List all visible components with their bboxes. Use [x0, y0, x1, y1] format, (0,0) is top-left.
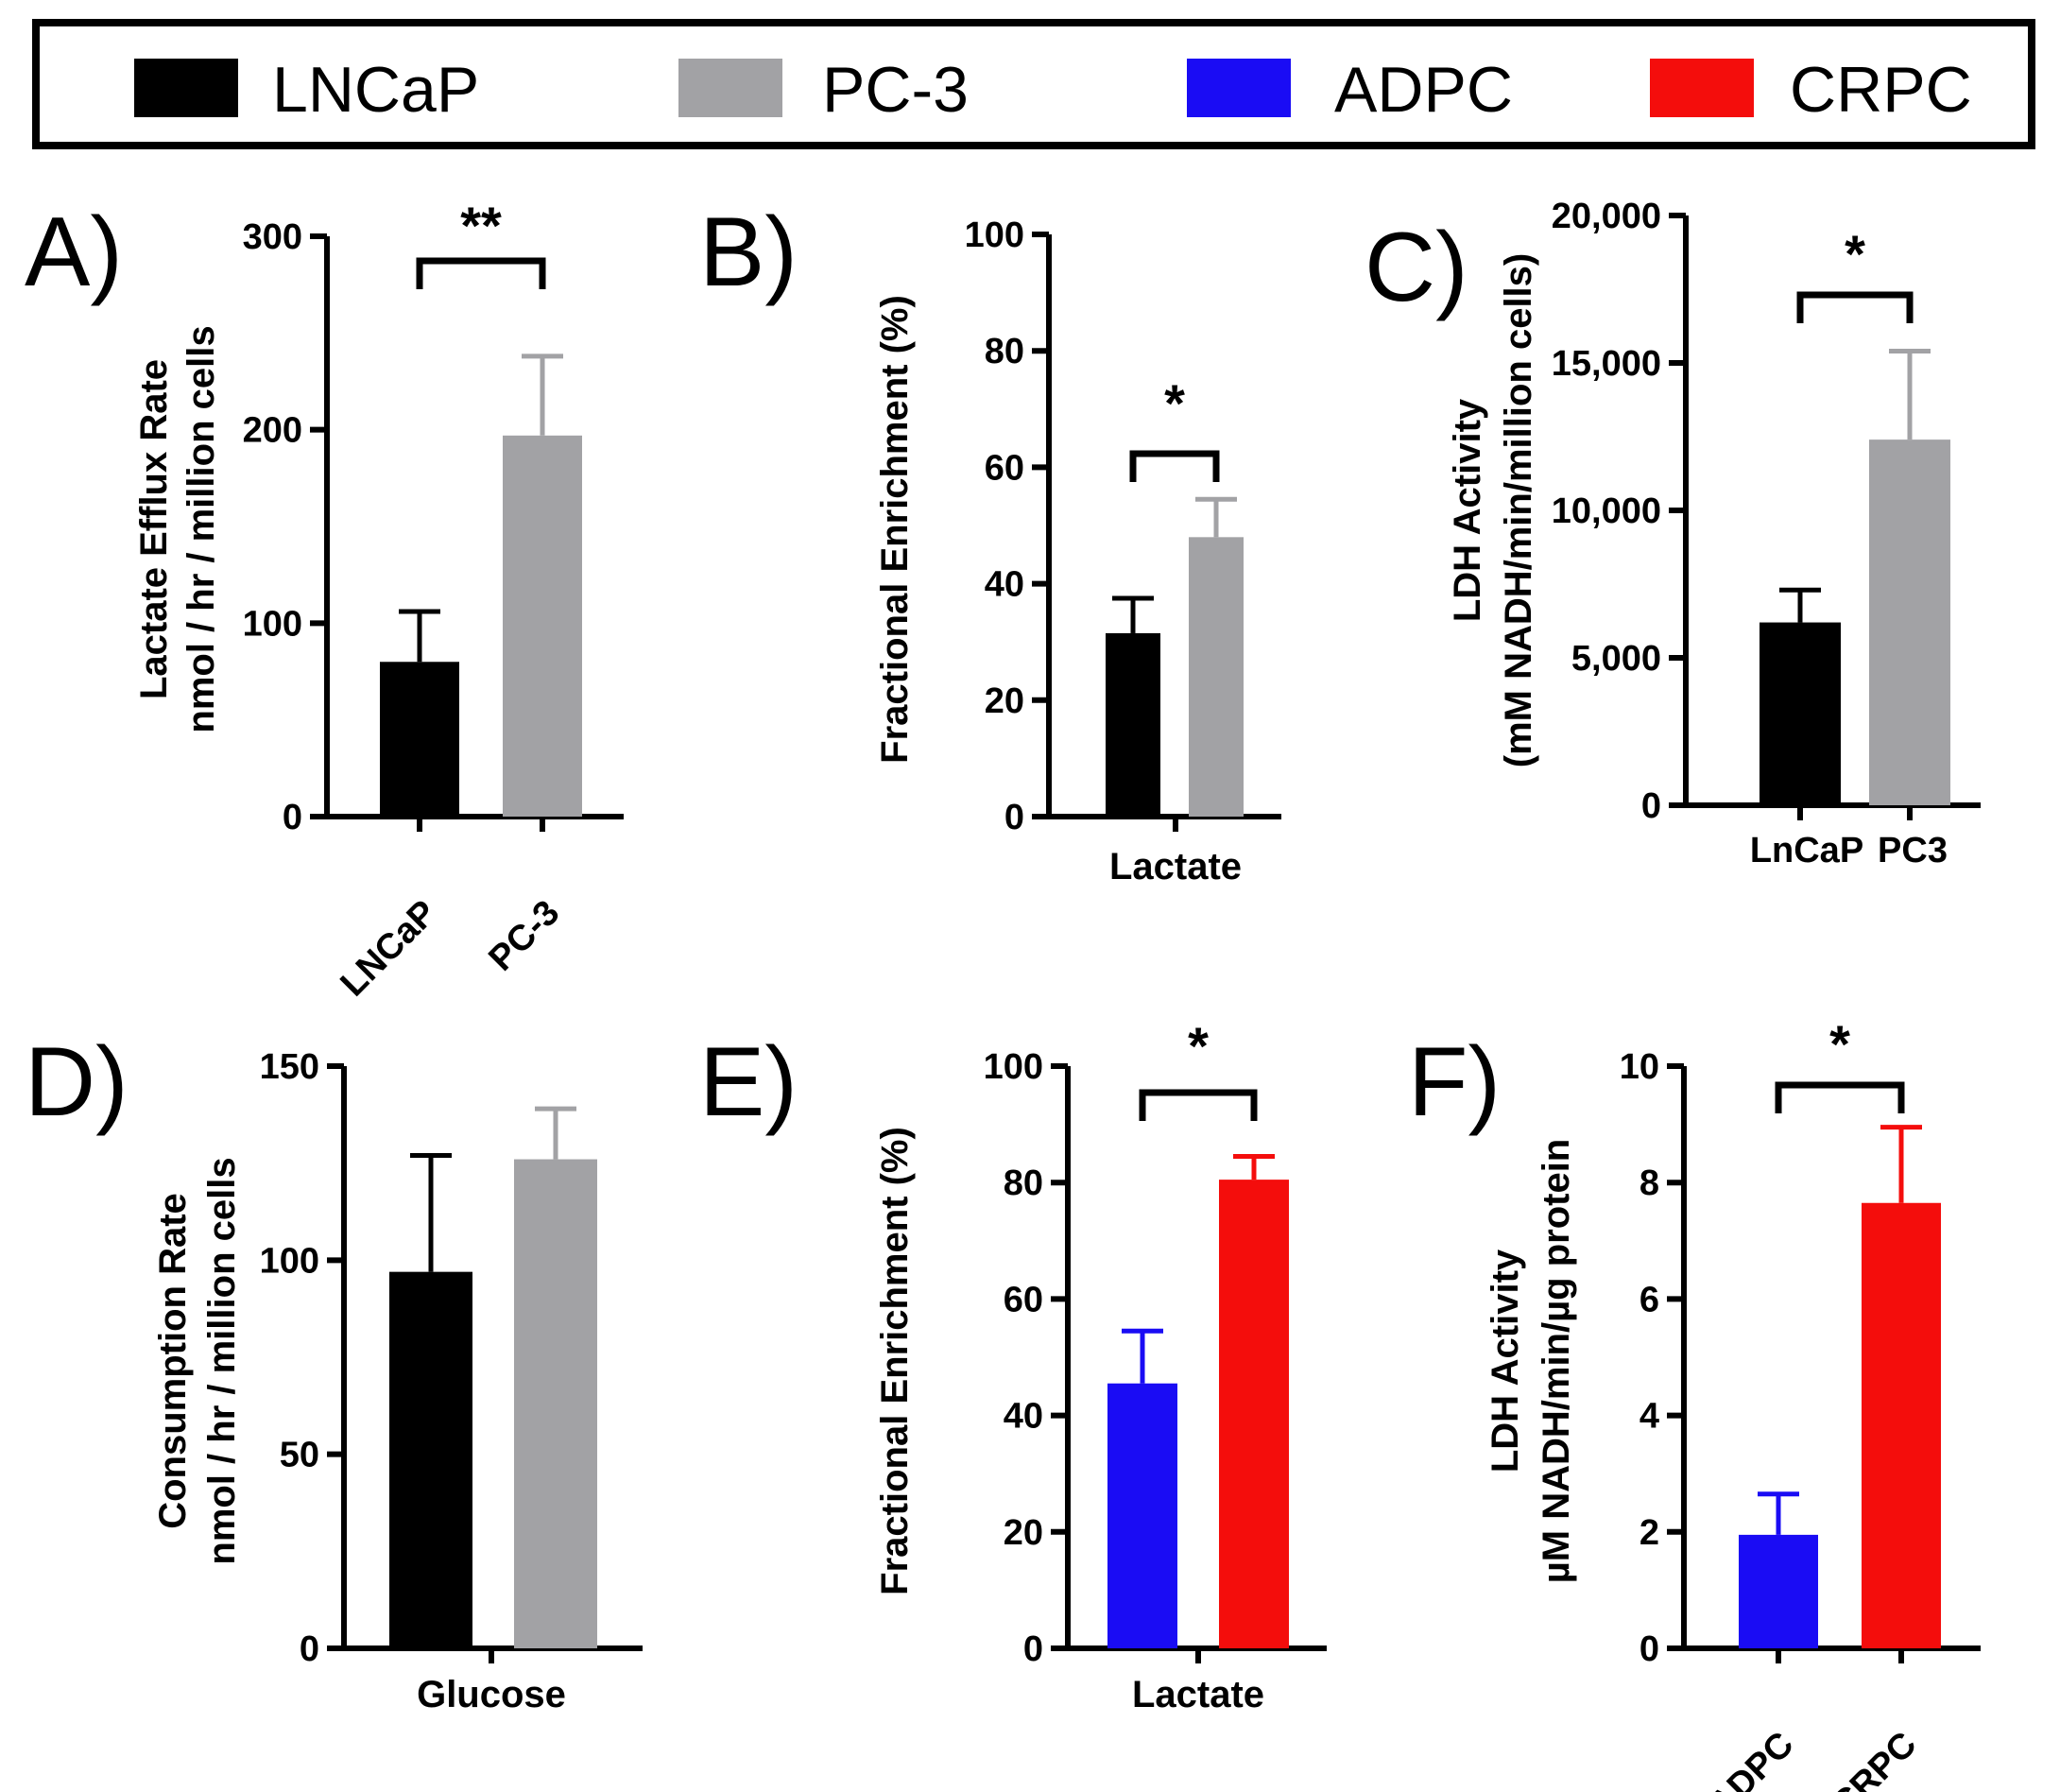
y-tick-label: 300	[243, 217, 302, 257]
legend-label-adpc: ADPC	[1334, 54, 1513, 126]
panel-label: B)	[699, 198, 798, 307]
bar-adpc	[1739, 1534, 1818, 1648]
legend-label-lncap: LNCaP	[272, 54, 479, 126]
y-tick-label: 60	[985, 448, 1024, 488]
y-tick-label: 50	[280, 1436, 319, 1475]
y-tick-label: 0	[1023, 1629, 1043, 1669]
bar-pc-3	[514, 1159, 597, 1648]
legend-swatch-crpc	[1650, 59, 1754, 117]
y-axis-title: Fractional Enrichment (%)	[874, 1127, 916, 1595]
legend-swatch-lncap	[134, 59, 238, 117]
bar-lncap	[389, 1271, 472, 1648]
y-tick-label: 0	[283, 798, 302, 837]
y-tick-label: 40	[1004, 1397, 1043, 1437]
legend-box: LNCaP PC-3 ADPC CRPC	[32, 19, 2035, 149]
y-tick-label: 100	[260, 1241, 319, 1281]
x-tick-label: ADPC	[1702, 1725, 1802, 1792]
significance-bracket	[1129, 450, 1220, 482]
x-tick-label: PC-3	[481, 893, 567, 979]
chart-panel-e: E) 0 20 40 60 80 100 Fractional Enrichment (%) L…	[699, 1016, 1327, 1715]
y-tick-label: 6	[1639, 1280, 1659, 1319]
y-tick-label: 15,000	[1552, 344, 1661, 384]
x-tick-label: CRPC	[1825, 1725, 1925, 1792]
panel-label: A)	[25, 198, 123, 307]
significance-bracket	[1775, 1081, 1905, 1113]
bar-pc-3	[1189, 537, 1244, 817]
bar-lncap	[1760, 622, 1841, 805]
chart-panel-c: C) 0 5,000 10,000 15,000 20,000 LDH Activity (m…	[1365, 197, 1981, 870]
y-tick-label: 100	[965, 215, 1024, 255]
panel-label: D)	[25, 1027, 129, 1137]
x-axis-title: Glucose	[417, 1674, 566, 1715]
legend-label-crpc: CRPC	[1790, 54, 1972, 126]
x-tick-label: PC3	[1878, 831, 1948, 870]
x-axis-title: Lactate	[1132, 1674, 1264, 1715]
significance-marker: **	[460, 196, 502, 255]
bar-pc3	[1869, 439, 1950, 805]
y-axis-title: Lactate Efflux Rate	[133, 359, 175, 699]
significance-marker: *	[1829, 1014, 1850, 1074]
chart-panel-d: D) 0 50 100 150 Consumption Rate nmol / hr / m…	[25, 1027, 643, 1715]
y-tick-label: 10,000	[1552, 491, 1661, 531]
x-tick-label: LnCaP	[1750, 831, 1863, 870]
significance-bracket	[1796, 291, 1914, 323]
bar-lncap	[380, 662, 459, 817]
bar-lncap	[1106, 632, 1160, 817]
bar-adpc	[1107, 1383, 1177, 1648]
y-tick-label: 2	[1639, 1513, 1659, 1553]
y-tick-label: 0	[1639, 1629, 1659, 1669]
y-axis-title: LDH Activity	[1485, 1249, 1526, 1473]
chart-panel-f: F) 0 2 4 6 8 10 LDH Activity µM NADH/min/µg prot…	[1408, 1014, 1981, 1792]
y-tick-label: 4	[1639, 1397, 1659, 1437]
y-tick-label: 20	[1004, 1513, 1043, 1553]
y-tick-label: 10	[1620, 1047, 1659, 1087]
y-tick-label: 80	[985, 332, 1024, 371]
y-tick-label: 20	[985, 681, 1024, 721]
y-axis-title: LDH Activity	[1447, 398, 1488, 622]
chart-panel-b: B) 0 20 40 60 80 100 Fractional Enrichment (%) L…	[699, 198, 1281, 887]
significance-bracket	[1139, 1089, 1258, 1121]
significance-marker: *	[1188, 1016, 1209, 1076]
y-tick-label: 0	[1641, 786, 1661, 826]
y-axis-title: Consumption Rate	[152, 1193, 194, 1529]
y-tick-label: 200	[243, 411, 302, 451]
x-tick-label: LNCaP	[334, 893, 445, 1005]
significance-marker: *	[1845, 224, 1865, 284]
y-axis-title: µM NADH/min/µg protein	[1536, 1139, 1577, 1584]
y-tick-label: 150	[260, 1047, 319, 1087]
bar-crpc	[1219, 1180, 1289, 1648]
y-tick-label: 0	[300, 1629, 319, 1669]
panel-label: C)	[1365, 213, 1468, 322]
legend-label-pc3: PC-3	[822, 54, 969, 126]
y-axis-title: nmol / hr / million cells	[180, 325, 222, 732]
y-tick-label: 100	[984, 1047, 1043, 1087]
y-axis-title: (mM NADH/min/million cells)	[1498, 253, 1539, 768]
significance-bracket	[416, 257, 546, 289]
y-tick-label: 100	[243, 604, 302, 644]
legend-swatch-adpc	[1187, 59, 1291, 117]
chart-panel-a: A) 0 100 200 300 Lactate Efflux Rate nmol / hr…	[25, 196, 624, 1004]
y-axis-title: nmol / hr / million cells	[201, 1157, 243, 1564]
panel-label: E)	[699, 1027, 798, 1137]
y-tick-label: 8	[1639, 1163, 1659, 1203]
panel-label: F)	[1408, 1027, 1501, 1137]
y-tick-label: 0	[1004, 798, 1024, 837]
y-tick-label: 20,000	[1552, 197, 1661, 236]
y-tick-label: 40	[985, 565, 1024, 605]
bar-crpc	[1862, 1202, 1941, 1648]
significance-marker: *	[1164, 373, 1185, 433]
y-tick-label: 80	[1004, 1163, 1043, 1203]
y-tick-label: 60	[1004, 1280, 1043, 1319]
legend-swatch-pc3	[678, 59, 782, 117]
x-axis-title: Lactate	[1109, 846, 1242, 887]
bar-pc-3	[503, 435, 582, 817]
y-tick-label: 5,000	[1571, 639, 1661, 679]
y-axis-title: Fractional Enrichment (%)	[874, 295, 916, 764]
